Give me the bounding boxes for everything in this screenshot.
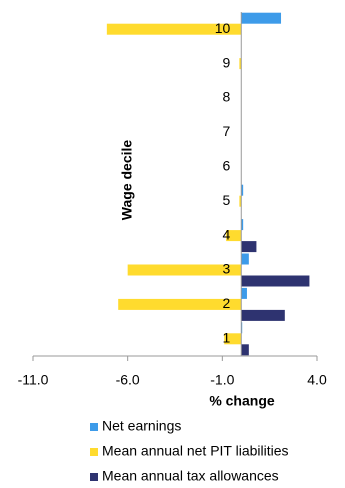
bar bbox=[241, 344, 249, 356]
y-axis-title: Wage decile bbox=[119, 140, 135, 221]
bar bbox=[241, 275, 310, 287]
bar bbox=[239, 195, 242, 207]
y-tick-label: 2 bbox=[222, 295, 230, 311]
y-tick-label: 9 bbox=[222, 54, 230, 70]
y-tick-label: 3 bbox=[222, 261, 230, 277]
bar bbox=[106, 23, 242, 35]
legend-swatch bbox=[90, 473, 98, 481]
legend-label: Mean annual tax allowances bbox=[102, 468, 279, 484]
x-tick-label: -6.0 bbox=[116, 372, 140, 388]
bar bbox=[224, 333, 242, 345]
bar bbox=[226, 230, 242, 242]
x-tick-label: -11.0 bbox=[18, 372, 49, 388]
bar bbox=[241, 287, 247, 299]
y-tick-label: 1 bbox=[222, 330, 230, 346]
legend-swatch bbox=[90, 448, 98, 456]
bar bbox=[239, 58, 242, 70]
x-tick-label: 4.0 bbox=[307, 372, 327, 388]
x-tick-label: -1.0 bbox=[210, 372, 234, 388]
bar bbox=[241, 309, 285, 321]
y-tick-label: 7 bbox=[222, 123, 230, 139]
bar bbox=[241, 253, 249, 265]
x-axis-title: % change bbox=[209, 393, 275, 409]
bar bbox=[241, 219, 244, 231]
y-tick-label: 8 bbox=[222, 89, 230, 105]
bar bbox=[241, 241, 257, 253]
bar bbox=[241, 184, 244, 196]
bar bbox=[241, 12, 282, 24]
bar bbox=[127, 264, 242, 276]
y-tick-label: 5 bbox=[222, 192, 230, 208]
legend-swatch bbox=[90, 423, 98, 431]
legend-label: Mean annual net PIT liabilities bbox=[102, 443, 289, 459]
y-tick-label: 4 bbox=[222, 226, 230, 242]
y-tick-label: 6 bbox=[222, 158, 230, 174]
legend-label: Net earnings bbox=[102, 418, 181, 434]
bar bbox=[118, 298, 242, 310]
y-tick-label: 10 bbox=[215, 20, 231, 36]
